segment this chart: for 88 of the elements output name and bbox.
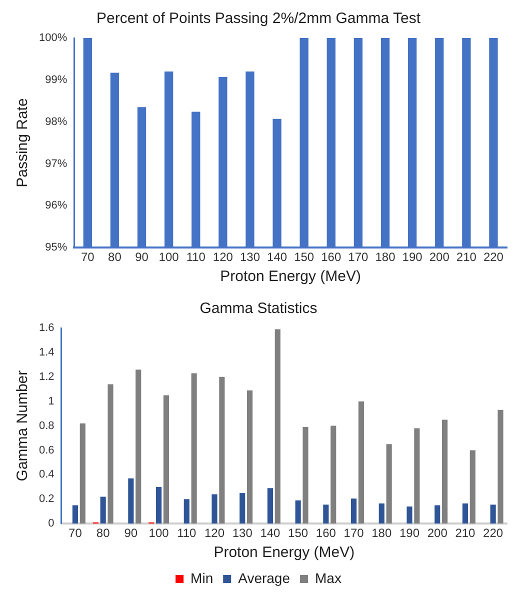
bar — [247, 390, 253, 524]
bar — [490, 504, 496, 524]
bar — [108, 384, 114, 524]
y-tick-label: 99% — [45, 74, 68, 86]
bar — [406, 506, 412, 524]
bar — [386, 444, 392, 524]
y-tick-label: 97% — [45, 158, 68, 170]
x-tick-label: 100 — [148, 526, 170, 540]
x-tick-label: 130 — [240, 250, 260, 264]
bar — [191, 373, 197, 524]
x-tick-label: 210 — [456, 250, 477, 264]
bar — [80, 423, 86, 524]
y-tick-label: 0.2 — [38, 493, 54, 506]
y-axis-title: Passing Rate — [14, 98, 32, 188]
bar — [156, 486, 162, 524]
x-tick-label: 190 — [402, 250, 423, 264]
x-axis-title: Proton Energy (MeV) — [214, 544, 355, 562]
bar — [212, 494, 218, 524]
bar — [351, 498, 357, 524]
bar — [378, 503, 384, 524]
bar — [136, 370, 142, 524]
x-tick-label: 200 — [429, 250, 450, 264]
x-tick-label: 210 — [455, 526, 476, 540]
x-tick-label: 190 — [399, 526, 420, 540]
bar — [323, 504, 329, 524]
x-tick-label: 110 — [177, 526, 197, 540]
x-axis-title: Proton Energy (MeV) — [220, 268, 362, 286]
x-tick-label: 70 — [68, 526, 82, 540]
y-tick-label: 0.4 — [38, 468, 54, 481]
bar — [240, 493, 246, 524]
x-tick-label: 130 — [232, 526, 253, 540]
y-tick-label: 100% — [38, 32, 68, 44]
x-tick-label: 90 — [135, 250, 149, 264]
x-tick-label: 170 — [348, 250, 369, 264]
x-tick-label: 80 — [108, 250, 122, 264]
y-tick-label: 1 — [48, 395, 54, 408]
bar — [128, 478, 134, 524]
x-tick-label: 90 — [124, 526, 138, 540]
x-tick-label: 100 — [158, 250, 180, 264]
y-tick-label: 98% — [45, 116, 68, 128]
bar — [163, 395, 170, 524]
bar — [72, 505, 78, 524]
x-tick-label: 160 — [316, 526, 336, 540]
bar — [434, 505, 440, 524]
bar — [442, 420, 448, 524]
x-tick-label: 120 — [212, 250, 234, 264]
bar — [267, 488, 274, 524]
y-axis-title: Gamma Number — [14, 370, 32, 482]
bar — [358, 401, 364, 524]
x-tick-label: 200 — [427, 526, 448, 540]
legend-label: Max — [315, 570, 342, 586]
x-tick-label: 140 — [267, 250, 288, 264]
x-tick-label: 150 — [294, 250, 314, 264]
bar — [295, 500, 301, 524]
legend-label: Min — [190, 570, 214, 586]
x-tick-label: 150 — [288, 526, 308, 540]
legend-label: Average — [238, 570, 290, 586]
bar — [330, 426, 336, 524]
bar — [219, 376, 225, 524]
x-tick-label: 160 — [321, 250, 342, 264]
bar — [462, 503, 468, 524]
bar — [100, 496, 106, 524]
y-tick-label: 95% — [45, 242, 68, 254]
y-tick-label: 1.6 — [38, 322, 54, 334]
y-tick-label: 1.2 — [38, 370, 54, 383]
chart-title: Gamma Statistics — [200, 300, 318, 318]
bar — [274, 329, 280, 524]
x-tick-label: 220 — [483, 526, 504, 540]
bar — [414, 428, 420, 524]
bar — [470, 450, 476, 524]
bar — [302, 427, 308, 524]
x-tick-label: 80 — [96, 526, 110, 540]
bar — [498, 410, 504, 524]
x-tick-label: 170 — [344, 526, 364, 540]
x-tick-label: 220 — [483, 250, 504, 264]
x-tick-label: 70 — [80, 250, 95, 264]
chart-title: Percent of Points Passing 2%/2mm Gamma Test — [96, 10, 422, 28]
x-tick-label: 110 — [186, 250, 206, 264]
bar — [184, 499, 190, 524]
y-tick-label: 1.4 — [38, 346, 54, 358]
y-tick-label: 96% — [45, 200, 68, 212]
y-tick-label: 0.6 — [38, 444, 54, 456]
x-tick-label: 180 — [375, 250, 396, 264]
x-tick-label: 140 — [260, 526, 281, 540]
x-tick-label: 120 — [204, 526, 225, 540]
y-tick-label: 0.8 — [38, 420, 54, 432]
x-tick-label: 180 — [372, 526, 392, 540]
y-tick-label: 0 — [48, 518, 54, 530]
